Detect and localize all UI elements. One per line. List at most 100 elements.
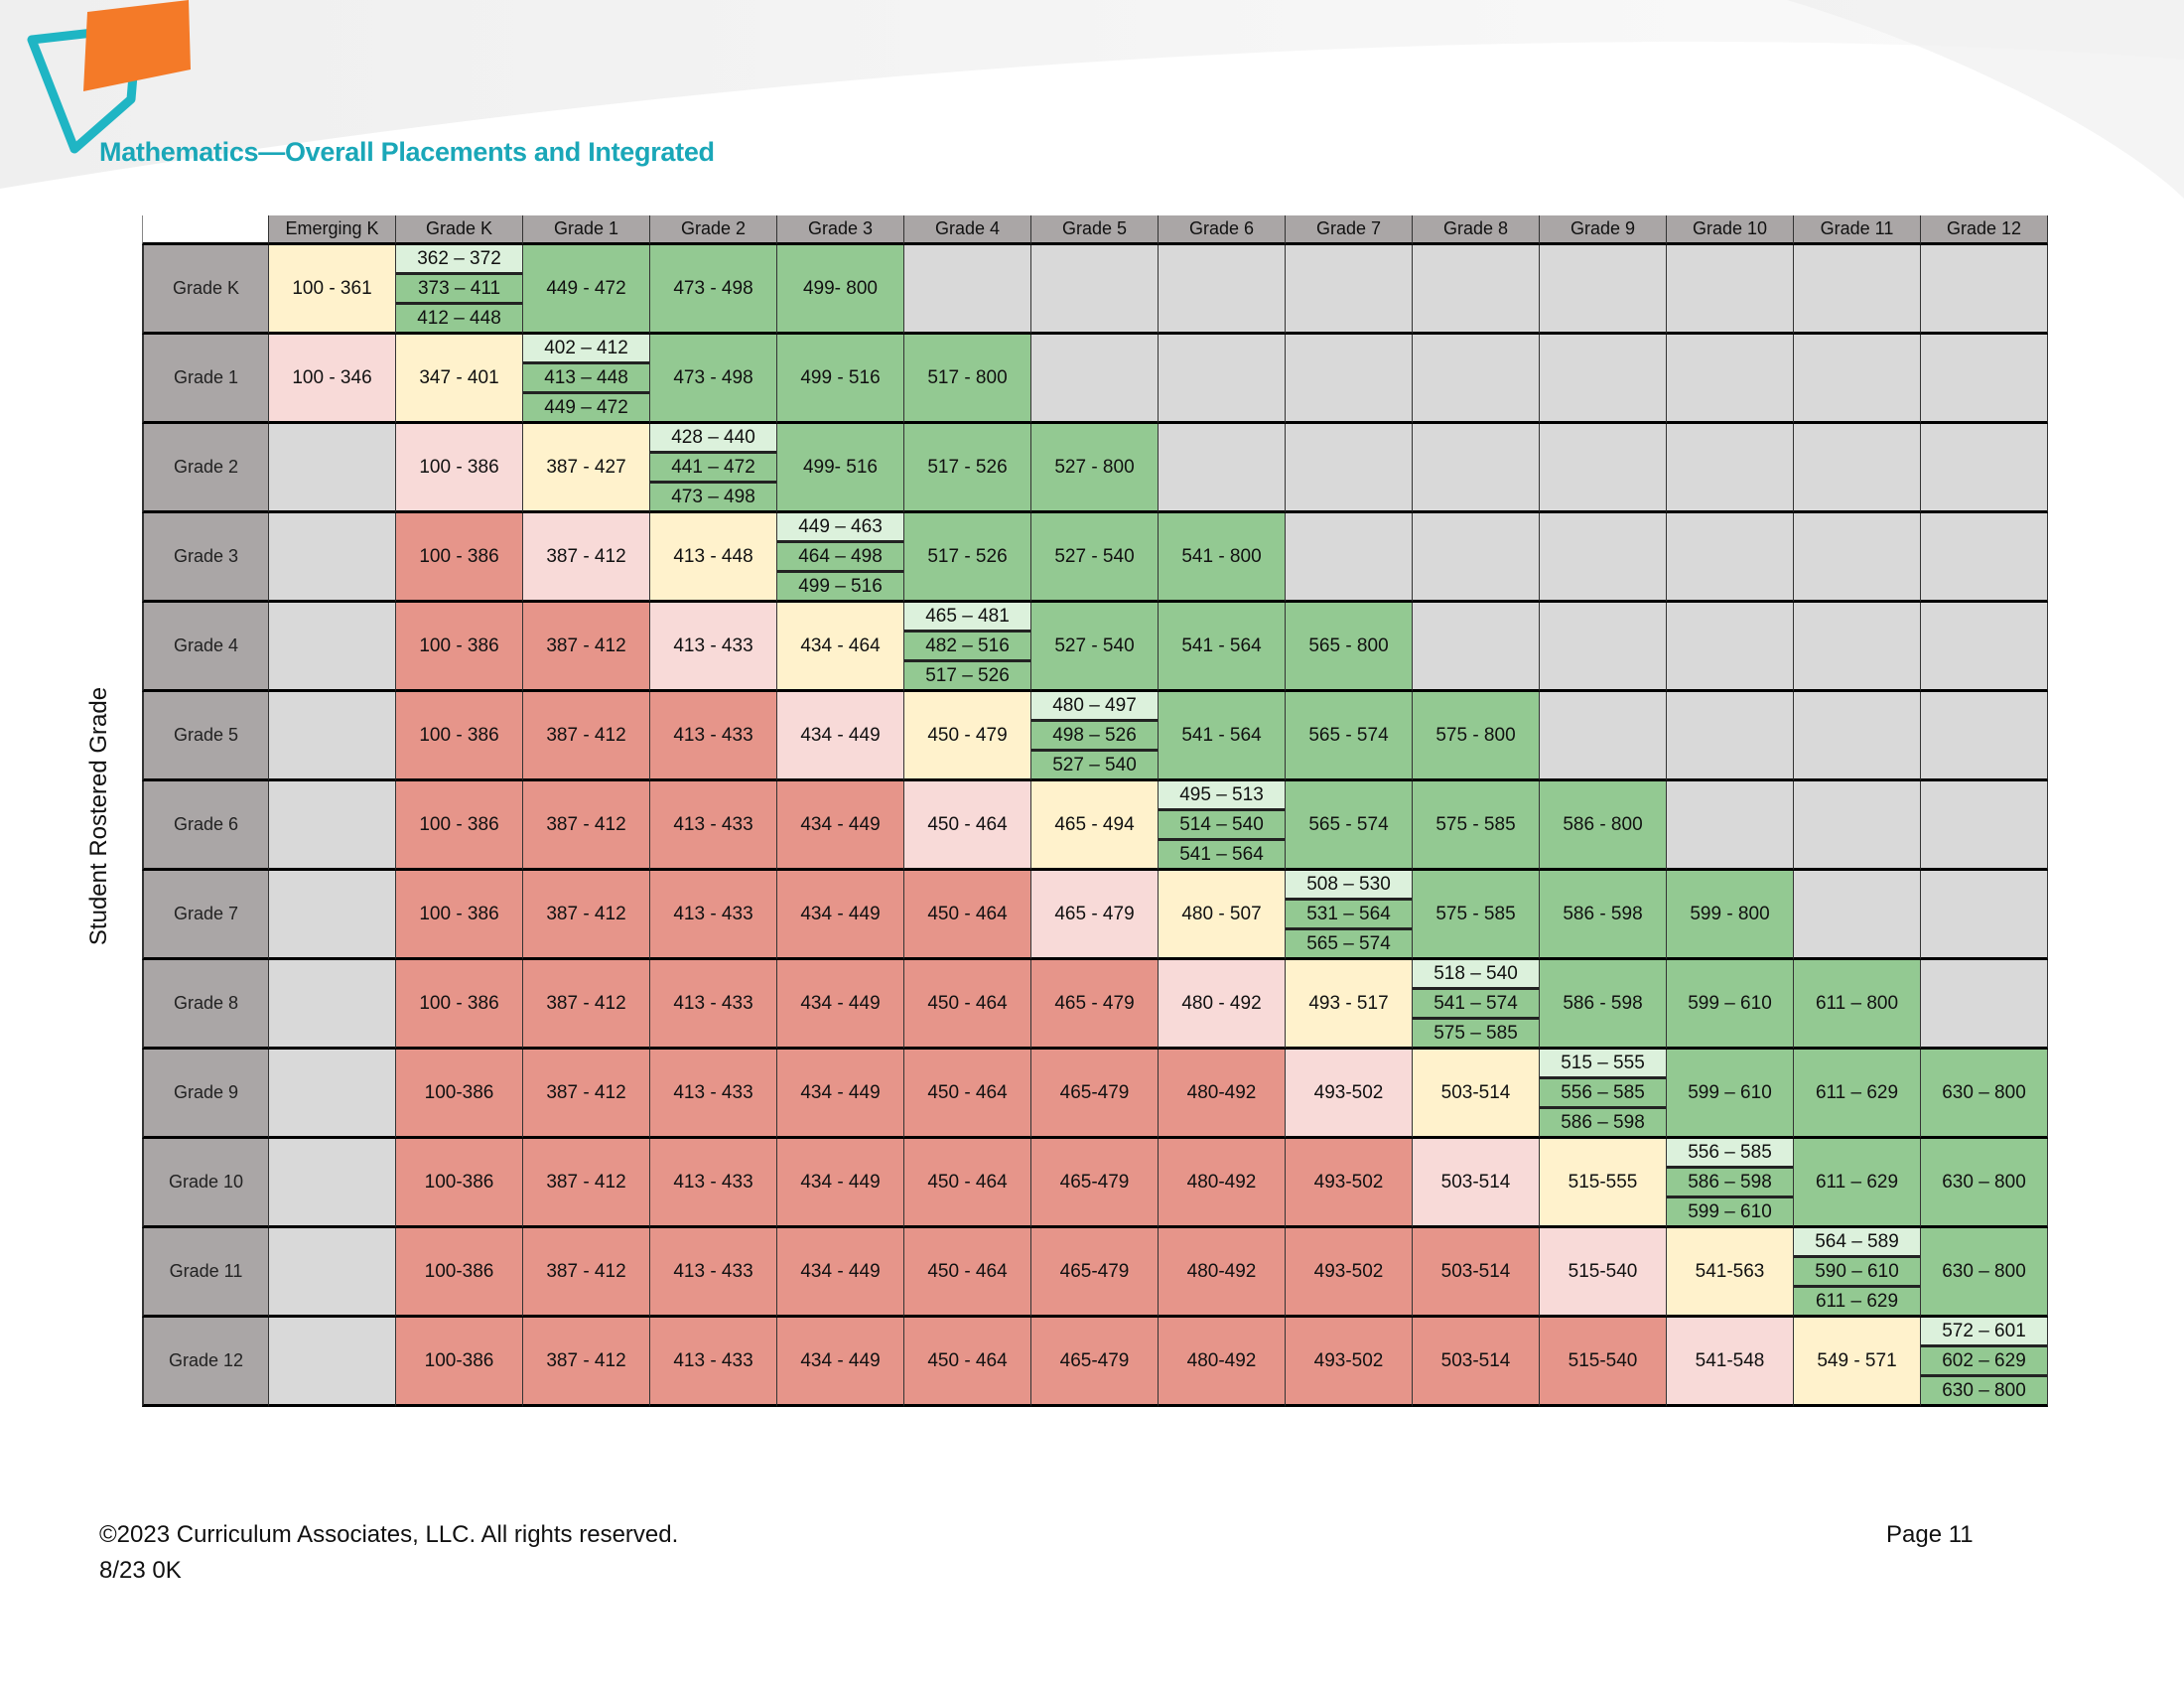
empty-cell <box>269 603 396 692</box>
placement-cell: 434 - 449 <box>777 1050 904 1139</box>
placement-cell: 434 - 449 <box>777 692 904 781</box>
placement-subrange: 515 – 555 <box>1540 1050 1666 1079</box>
empty-cell <box>1540 424 1667 513</box>
placement-cell: 503-514 <box>1413 1228 1540 1318</box>
placement-cell: 434 - 449 <box>777 1318 904 1407</box>
placement-cell: 413 - 433 <box>650 1139 777 1228</box>
empty-cell <box>1921 603 2048 692</box>
placement-subrange: 473 – 498 <box>650 484 776 510</box>
placement-cell: 480 - 492 <box>1159 960 1286 1050</box>
placement-cell: 611 – 629 <box>1794 1050 1921 1139</box>
placement-cell: 413 - 433 <box>650 781 777 871</box>
page-number: Page 11 <box>1886 1521 1974 1548</box>
placement-cell: 434 - 449 <box>777 781 904 871</box>
placement-cell: 527 - 540 <box>1031 513 1159 603</box>
placement-subrange: 362 – 372 <box>396 245 522 275</box>
empty-cell <box>1921 871 2048 960</box>
placement-cell: 100 - 386 <box>396 781 523 871</box>
placement-cell: 465-479 <box>1031 1050 1159 1139</box>
empty-cell <box>1413 245 1540 335</box>
placement-cell: 630 – 800 <box>1921 1228 2048 1318</box>
placement-subrange: 482 – 516 <box>904 633 1030 662</box>
placement-subrange: 565 – 574 <box>1286 930 1412 957</box>
empty-cell <box>1540 335 1667 424</box>
placement-cell: 100-386 <box>396 1139 523 1228</box>
placement-cell: 413 - 433 <box>650 692 777 781</box>
placement-subrange: 514 – 540 <box>1159 811 1285 841</box>
empty-cell <box>1921 513 2048 603</box>
placement-cell: 413 - 433 <box>650 603 777 692</box>
split-placement-cell: 564 – 589 590 – 610 611 – 629 <box>1794 1228 1921 1318</box>
empty-cell <box>1921 424 2048 513</box>
row-header: Grade 2 <box>142 424 269 513</box>
empty-cell <box>1159 335 1286 424</box>
placement-subrange: 564 – 589 <box>1794 1228 1920 1258</box>
row-header: Grade 9 <box>142 1050 269 1139</box>
placement-cell: 480-492 <box>1159 1139 1286 1228</box>
empty-cell <box>269 871 396 960</box>
placement-cell: 565 - 800 <box>1286 603 1413 692</box>
empty-cell <box>1921 692 2048 781</box>
placement-cell: 413 - 433 <box>650 1228 777 1318</box>
split-placement-cell: 495 – 513 514 – 540 541 – 564 <box>1159 781 1286 871</box>
empty-cell <box>1667 424 1794 513</box>
placement-cell: 100-386 <box>396 1050 523 1139</box>
column-header: Grade K <box>396 215 523 245</box>
placement-cell: 465-479 <box>1031 1318 1159 1407</box>
placement-cell: 503-514 <box>1413 1318 1540 1407</box>
placement-cell: 450 - 464 <box>904 1139 1031 1228</box>
empty-cell <box>1794 692 1921 781</box>
placement-cell: 387 - 412 <box>523 781 650 871</box>
column-header: Grade 1 <box>523 215 650 245</box>
placement-cell: 480 - 507 <box>1159 871 1286 960</box>
row-header: Grade 11 <box>142 1228 269 1318</box>
placement-cell: 549 - 571 <box>1794 1318 1921 1407</box>
empty-cell <box>1540 513 1667 603</box>
empty-cell <box>1921 245 2048 335</box>
placement-subrange: 449 – 463 <box>777 513 903 543</box>
placement-subrange: 527 – 540 <box>1031 752 1158 778</box>
placement-subrange: 464 – 498 <box>777 543 903 573</box>
empty-cell <box>1921 960 2048 1050</box>
split-placement-cell: 480 – 497 498 – 526 527 – 540 <box>1031 692 1159 781</box>
placement-cell: 586 - 800 <box>1540 781 1667 871</box>
placement-cell: 450 - 464 <box>904 960 1031 1050</box>
placement-cell: 100 - 386 <box>396 603 523 692</box>
empty-cell <box>1794 603 1921 692</box>
placement-cell: 499- 516 <box>777 424 904 513</box>
placement-subrange: 575 – 585 <box>1413 1020 1539 1047</box>
placement-cell: 575 - 585 <box>1413 871 1540 960</box>
empty-cell <box>269 692 396 781</box>
placement-cell: 387 - 412 <box>523 871 650 960</box>
placement-cell: 586 - 598 <box>1540 960 1667 1050</box>
empty-cell <box>1794 871 1921 960</box>
placement-subrange: 412 – 448 <box>396 305 522 332</box>
placement-cell: 100 - 361 <box>269 245 396 335</box>
placement-cell: 465 - 479 <box>1031 871 1159 960</box>
placement-cell: 527 - 540 <box>1031 603 1159 692</box>
placement-cell: 100 - 386 <box>396 692 523 781</box>
placement-subrange: 556 – 585 <box>1667 1139 1793 1169</box>
placement-cell: 515-540 <box>1540 1228 1667 1318</box>
placement-subrange: 508 – 530 <box>1286 871 1412 901</box>
placement-cell: 493-502 <box>1286 1050 1413 1139</box>
placement-cell: 527 - 800 <box>1031 424 1159 513</box>
empty-cell <box>1031 245 1159 335</box>
placement-cell: 515-540 <box>1540 1318 1667 1407</box>
placement-subrange: 518 – 540 <box>1413 960 1539 990</box>
placement-cell: 434 - 464 <box>777 603 904 692</box>
placement-cell: 387 - 412 <box>523 1228 650 1318</box>
placement-cell: 465-479 <box>1031 1228 1159 1318</box>
split-placement-cell: 362 – 372 373 – 411 412 – 448 <box>396 245 523 335</box>
empty-cell <box>1413 513 1540 603</box>
empty-cell <box>1794 245 1921 335</box>
empty-cell <box>1667 692 1794 781</box>
placement-subrange: 441 – 472 <box>650 454 776 484</box>
empty-cell <box>1540 603 1667 692</box>
empty-cell <box>269 1228 396 1318</box>
split-placement-cell: 428 – 440 441 – 472 473 – 498 <box>650 424 777 513</box>
column-header: Grade 10 <box>1667 215 1794 245</box>
placement-subrange: 586 – 598 <box>1667 1169 1793 1198</box>
placement-cell: 387 - 412 <box>523 513 650 603</box>
empty-cell <box>1794 424 1921 513</box>
